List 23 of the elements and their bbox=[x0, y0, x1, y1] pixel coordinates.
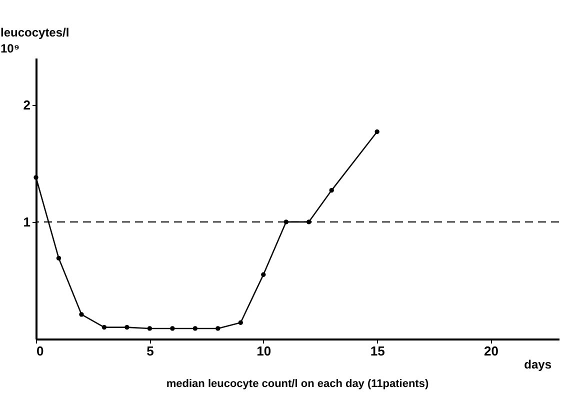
y-tick-label: 1 bbox=[23, 214, 30, 230]
text: median leucocyte count/l on each day (11patients) bbox=[166, 378, 429, 390]
x-tick-label: 0 bbox=[36, 344, 44, 358]
point bbox=[34, 175, 38, 180]
point bbox=[261, 272, 266, 277]
point bbox=[147, 326, 152, 331]
point bbox=[192, 326, 198, 331]
point bbox=[124, 324, 130, 330]
point bbox=[79, 312, 84, 317]
point bbox=[56, 256, 62, 261]
x-tick-label: 15 bbox=[370, 344, 385, 358]
point bbox=[329, 188, 334, 193]
x-tick-label: 20 bbox=[484, 344, 499, 358]
point bbox=[216, 326, 220, 331]
y-tick-label: 2 bbox=[23, 97, 30, 112]
point bbox=[238, 320, 243, 325]
x-tick-label: 5 bbox=[146, 344, 154, 358]
x-tick-label: 10 bbox=[256, 344, 272, 358]
x-axis-title: days bbox=[524, 358, 552, 372]
point bbox=[102, 324, 107, 330]
y-axis-title: leucocytes/l 10⁹ bbox=[0, 26, 70, 56]
point bbox=[170, 326, 175, 331]
point bbox=[374, 129, 380, 134]
